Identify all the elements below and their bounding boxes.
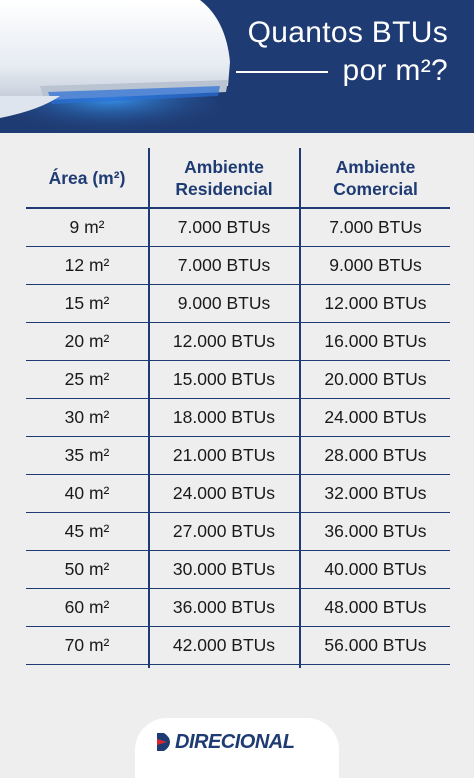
residencial-cell: 7.000 BTUs (177, 255, 271, 275)
column-header-area-label: Área (m²) (48, 167, 126, 188)
area-cell: 70 m² (64, 635, 110, 655)
area-cell: 50 m² (64, 559, 110, 579)
area-cell: 45 m² (64, 521, 110, 541)
area-cell: 60 m² (64, 597, 110, 617)
comercial-cell: 36.000 BTUs (324, 521, 427, 541)
air-conditioner-icon (0, 0, 230, 133)
residencial-cell: 12.000 BTUs (172, 331, 276, 351)
comercial-cell: 12.000 BTUs (324, 293, 427, 313)
comercial-cell: 9.000 BTUs (329, 255, 422, 275)
header-banner: Quantos BTUs por m²? (0, 0, 474, 133)
table-body: 9 m² 7.000 BTUs 7.000 BTUs 12 m² 7.000 B… (26, 209, 450, 665)
comercial-cell: 20.000 BTUs (324, 369, 427, 389)
table-row: 40 m² 24.000 BTUs 32.000 BTUs (26, 475, 450, 513)
comercial-cell: 7.000 BTUs (329, 217, 422, 237)
table-header: Área (m²) Ambiente Residencial Ambiente … (26, 148, 450, 209)
table-row: 9 m² 7.000 BTUs 7.000 BTUs (26, 209, 450, 247)
footer: DIRECIONAL (0, 706, 474, 778)
page-title: Quantos BTUs por m²? (188, 14, 448, 90)
comercial-cell: 48.000 BTUs (324, 597, 427, 617)
column-divider-1 (148, 148, 150, 668)
comercial-cell: 56.000 BTUs (324, 635, 427, 655)
table-row: 30 m² 18.000 BTUs 24.000 BTUs (26, 399, 450, 437)
comercial-cell: 24.000 BTUs (324, 407, 427, 427)
area-cell: 25 m² (64, 369, 110, 389)
brand-logo: DIRECIONAL (155, 730, 295, 754)
residencial-cell: 27.000 BTUs (172, 521, 276, 541)
table-row: 70 m² 42.000 BTUs 56.000 BTUs (26, 627, 450, 665)
table-row: 50 m² 30.000 BTUs 40.000 BTUs (26, 551, 450, 589)
table-row: 25 m² 15.000 BTUs 20.000 BTUs (26, 361, 450, 399)
area-cell: 40 m² (64, 483, 110, 503)
residencial-cell: 9.000 BTUs (177, 293, 271, 313)
direcional-logo-icon (157, 733, 170, 751)
title-line-1: Quantos BTUs (247, 16, 448, 49)
area-cell: 12 m² (64, 255, 110, 275)
title-line-2: por m²? (342, 54, 448, 87)
comercial-cell: 40.000 BTUs (324, 559, 427, 579)
column-header-residencial: Ambiente Residencial (149, 148, 299, 207)
residencial-cell: 30.000 BTUs (172, 559, 276, 579)
table-row: 15 m² 9.000 BTUs 12.000 BTUs (26, 285, 450, 323)
area-cell: 20 m² (64, 331, 110, 351)
column-header-area: Área (m²) (26, 148, 148, 207)
brand-logo-text: DIRECIONAL (175, 730, 295, 753)
table-row: 20 m² 12.000 BTUs 16.000 BTUs (26, 323, 450, 361)
table-row: 35 m² 21.000 BTUs 28.000 BTUs (26, 437, 450, 475)
column-header-residencial-line1: Ambiente (184, 156, 264, 177)
residencial-cell: 15.000 BTUs (172, 369, 276, 389)
residencial-cell: 24.000 BTUs (172, 483, 276, 503)
area-cell: 30 m² (64, 407, 110, 427)
table-row: 12 m² 7.000 BTUs 9.000 BTUs (26, 247, 450, 285)
comercial-cell: 28.000 BTUs (324, 445, 427, 465)
title-divider (236, 71, 328, 73)
column-header-comercial-line2: Comercial (333, 178, 418, 199)
comercial-cell: 32.000 BTUs (324, 483, 427, 503)
column-header-comercial-line1: Ambiente (335, 156, 416, 177)
column-divider-2 (299, 148, 301, 668)
residencial-cell: 7.000 BTUs (177, 217, 271, 237)
residencial-cell: 18.000 BTUs (172, 407, 276, 427)
area-cell: 35 m² (64, 445, 110, 465)
table-row: 60 m² 36.000 BTUs 48.000 BTUs (26, 589, 450, 627)
area-cell: 9 m² (69, 217, 105, 237)
table-row: 45 m² 27.000 BTUs 36.000 BTUs (26, 513, 450, 551)
column-header-residencial-line2: Residencial (175, 178, 273, 199)
residencial-cell: 42.000 BTUs (172, 635, 276, 655)
area-cell: 15 m² (64, 293, 110, 313)
btu-table: Área (m²) Ambiente Residencial Ambiente … (26, 148, 450, 668)
comercial-cell: 16.000 BTUs (324, 331, 427, 351)
residencial-cell: 36.000 BTUs (172, 597, 276, 617)
column-header-comercial: Ambiente Comercial (301, 148, 450, 207)
residencial-cell: 21.000 BTUs (172, 445, 276, 465)
